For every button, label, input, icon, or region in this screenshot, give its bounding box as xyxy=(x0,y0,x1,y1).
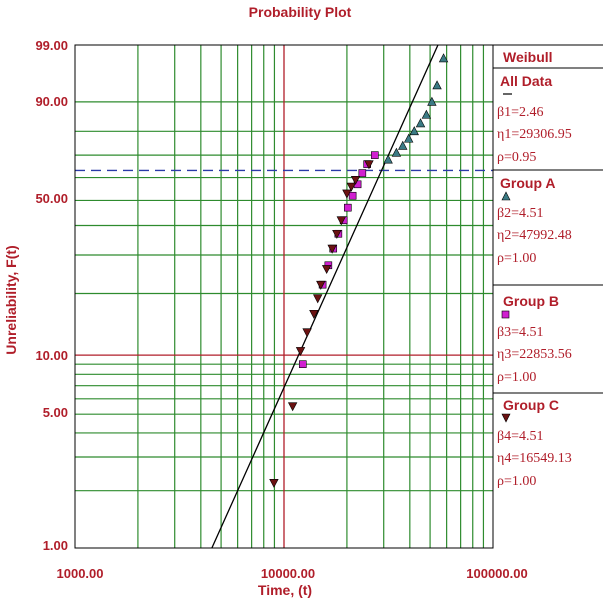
fit-line-group xyxy=(211,45,439,548)
y-tick-5: 5.00 xyxy=(43,405,68,420)
y-tick-1: 1.00 xyxy=(43,538,68,553)
data-point-triangle-up xyxy=(427,96,437,106)
legend-a-label: Group A xyxy=(500,175,555,191)
data-point-triangle-down xyxy=(269,478,279,488)
data-point-triangle-down xyxy=(346,182,357,192)
legend-b-eta: η3=22853.56 xyxy=(497,347,572,362)
legend-a-beta: β2=4.51 xyxy=(497,206,544,221)
y-tick-10: 10.00 xyxy=(35,348,68,363)
y-tick-99: 99.00 xyxy=(35,38,68,53)
legend-b-beta: β3=4.51 xyxy=(497,325,544,340)
y-tick-labels: 1.00 5.00 10.00 50.00 90.00 99.00 xyxy=(35,38,68,553)
reference-lines xyxy=(75,45,493,548)
data-point-triangle-down xyxy=(295,347,306,357)
data-point-triangle-down xyxy=(287,402,298,412)
y-axis-label: Unreliability, F(t) xyxy=(3,245,19,354)
data-point-square xyxy=(358,169,367,177)
legend-triangle-down-icon xyxy=(501,413,511,423)
data-point-triangle-up xyxy=(409,126,419,136)
legend-c-beta: β4=4.51 xyxy=(497,429,544,444)
data-point-triangle-down xyxy=(364,160,374,170)
data-point-square xyxy=(344,203,352,212)
legend-c-label: Group C xyxy=(503,397,559,413)
legend-a-rho: ρ=1.00 xyxy=(497,251,536,266)
fit-line xyxy=(211,45,439,548)
data-point-triangle-down xyxy=(302,328,312,338)
x-axis-label: Time, (t) xyxy=(258,582,312,598)
legend-c-rho: ρ=1.00 xyxy=(497,474,536,489)
y-tick-90: 90.00 xyxy=(35,94,68,109)
data-point-triangle-down xyxy=(350,175,361,185)
chart-title: Probability Plot xyxy=(249,4,352,20)
data-point-square xyxy=(298,360,307,368)
data-point-triangle-up xyxy=(438,53,449,63)
data-point-triangle-up xyxy=(421,109,432,119)
data-point-triangle-up xyxy=(398,140,408,150)
legend-triangle-up-icon xyxy=(501,191,511,201)
data-point-triangle-up xyxy=(391,147,402,157)
data-point-triangle-up xyxy=(403,133,414,143)
legend-all-eta: η1=29306.95 xyxy=(497,127,572,142)
legend-b-label: Group B xyxy=(503,293,559,309)
data-point-triangle-down xyxy=(327,244,337,254)
data-points xyxy=(269,53,449,488)
x-tick-100000: 100000.00 xyxy=(466,566,527,581)
legend-b-rho: ρ=1.00 xyxy=(497,370,536,385)
data-point-triangle-down xyxy=(342,189,352,199)
plot-frame xyxy=(74,44,494,549)
legend: Weibull All Data β1=2.46 η1=29306.95 ρ=0… xyxy=(493,44,603,489)
legend-a-eta: η2=47992.48 xyxy=(497,228,572,243)
legend-title: Weibull xyxy=(503,49,553,65)
data-point-triangle-down xyxy=(321,265,332,275)
data-point-triangle-down xyxy=(313,294,323,304)
legend-all-label: All Data xyxy=(500,73,552,89)
x-tick-10000: 10000.00 xyxy=(261,566,315,581)
y-tick-50: 50.00 xyxy=(35,191,68,206)
legend-all-rho: ρ=0.95 xyxy=(497,150,536,165)
data-point-triangle-up xyxy=(415,118,426,128)
x-tick-1000: 1000.00 xyxy=(57,566,104,581)
data-point-triangle-down xyxy=(316,280,326,290)
data-point-triangle-down xyxy=(336,216,346,226)
data-point-triangle-down xyxy=(332,229,342,239)
data-point-triangle-down xyxy=(309,309,319,319)
data-point-square xyxy=(348,191,357,200)
data-point-triangle-up xyxy=(432,80,442,90)
data-point-square xyxy=(371,151,379,159)
legend-c-eta: η4=16549.13 xyxy=(497,451,572,466)
data-point-triangle-up xyxy=(383,154,393,164)
legend-square-icon xyxy=(501,310,510,319)
legend-all-beta: β1=2.46 xyxy=(497,105,544,120)
x-tick-labels: 1000.00 10000.00 100000.00 xyxy=(57,566,528,581)
